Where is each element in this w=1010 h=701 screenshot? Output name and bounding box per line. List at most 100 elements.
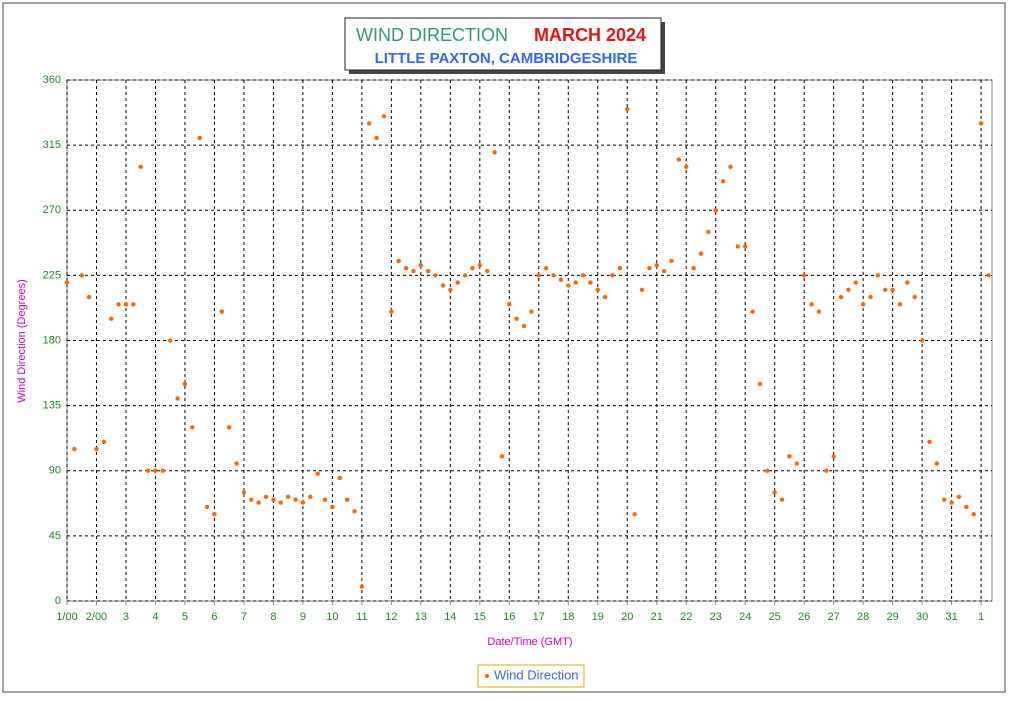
- data-point: [263, 494, 269, 499]
- data-point: [109, 316, 114, 321]
- data-point: [226, 425, 232, 430]
- data-point: [278, 500, 283, 505]
- data-point: [514, 316, 519, 321]
- data-point: [64, 280, 70, 285]
- data-point: [536, 273, 541, 278]
- data-point: [625, 106, 630, 112]
- data-point: [197, 135, 202, 141]
- data-point: [905, 280, 910, 285]
- data-point: [396, 258, 401, 264]
- data-point: [794, 461, 799, 466]
- data-point: [691, 265, 696, 271]
- data-point: [779, 497, 785, 502]
- y-tick-label: 135: [43, 400, 61, 412]
- data-point: [595, 287, 600, 293]
- x-tick-label: 31: [945, 611, 957, 623]
- data-point: [484, 268, 490, 274]
- data-point: [978, 121, 984, 126]
- data-point: [551, 273, 556, 278]
- data-point: [661, 268, 667, 274]
- x-tick-label: 4: [152, 611, 158, 623]
- x-tick-label: 29: [887, 611, 899, 623]
- data-point: [389, 309, 394, 314]
- y-tick-label: 360: [43, 74, 61, 86]
- data-point: [308, 494, 313, 499]
- x-tick-label: 11: [356, 611, 367, 623]
- data-point: [543, 265, 549, 271]
- data-point: [403, 265, 409, 271]
- data-point: [647, 265, 652, 271]
- data-point: [610, 273, 615, 278]
- data-point: [772, 490, 777, 495]
- data-point: [426, 268, 431, 274]
- chart-subtitle: LITTLE PAXTON, CAMBRIDGESHIRE: [375, 50, 638, 67]
- data-point: [750, 309, 755, 314]
- x-tick-label: 27: [828, 611, 840, 623]
- x-tick-label: 16: [503, 611, 515, 623]
- data-point: [868, 294, 873, 300]
- data-point: [765, 468, 770, 473]
- data-point: [241, 490, 247, 495]
- chart-title: WIND DIRECTION: [356, 25, 508, 45]
- x-tick-label: 10: [326, 611, 338, 623]
- data-point: [344, 497, 350, 502]
- x-tick-label: 20: [621, 611, 633, 623]
- x-axis-label: Date/Time (GMT): [487, 636, 572, 648]
- data-point: [499, 454, 505, 459]
- x-tick-label: 21: [651, 611, 663, 623]
- x-tick-label: 17: [533, 611, 545, 623]
- x-tick-label: 24: [739, 611, 751, 623]
- data-point: [374, 135, 379, 141]
- data-point: [971, 511, 976, 517]
- data-point: [418, 263, 424, 268]
- data-point: [558, 277, 564, 282]
- data-point: [219, 309, 225, 314]
- y-axis-label: Wind Direction (Degrees): [16, 279, 28, 402]
- x-tick-label: 14: [444, 611, 456, 623]
- x-tick-label: 9: [300, 611, 306, 623]
- data-point: [956, 494, 962, 499]
- y-tick-label: 180: [43, 334, 61, 346]
- x-tick-label: 5: [182, 611, 188, 623]
- data-point: [411, 268, 416, 274]
- x-tick-label: 15: [474, 611, 486, 623]
- data-point: [735, 244, 741, 249]
- data-point: [381, 113, 387, 119]
- data-point: [566, 283, 571, 288]
- x-tick-label: 19: [592, 611, 604, 623]
- y-tick-label: 225: [43, 269, 61, 281]
- legend-box: [477, 664, 585, 688]
- data-point: [706, 229, 711, 235]
- data-point: [131, 302, 136, 307]
- data-point: [168, 338, 173, 343]
- data-point: [617, 265, 623, 271]
- data-point: [742, 244, 748, 249]
- y-tick-label: 315: [43, 139, 61, 151]
- x-tick-label: 18: [562, 611, 574, 623]
- data-point: [72, 446, 77, 452]
- data-point: [492, 150, 497, 155]
- data-point: [285, 494, 291, 499]
- data-point: [352, 509, 357, 514]
- legend-label: Wind Direction: [494, 667, 579, 682]
- data-point: [964, 504, 969, 510]
- x-tick-label: 23: [710, 611, 722, 623]
- data-point: [875, 273, 881, 278]
- data-point: [300, 500, 306, 505]
- data-point: [580, 273, 586, 278]
- data-point: [94, 446, 99, 452]
- x-tick-label: 25: [769, 611, 781, 623]
- data-point: [293, 497, 298, 502]
- data-point: [204, 504, 210, 510]
- data-point: [602, 294, 608, 300]
- data-point: [934, 461, 940, 466]
- data-point: [942, 497, 947, 502]
- data-point: [359, 584, 365, 589]
- data-point: [632, 511, 637, 517]
- y-tick-label: 0: [55, 595, 61, 607]
- x-tick-label: 6: [211, 611, 217, 623]
- x-tick-label: 28: [857, 611, 869, 623]
- data-point: [123, 302, 129, 307]
- data-point: [809, 302, 814, 307]
